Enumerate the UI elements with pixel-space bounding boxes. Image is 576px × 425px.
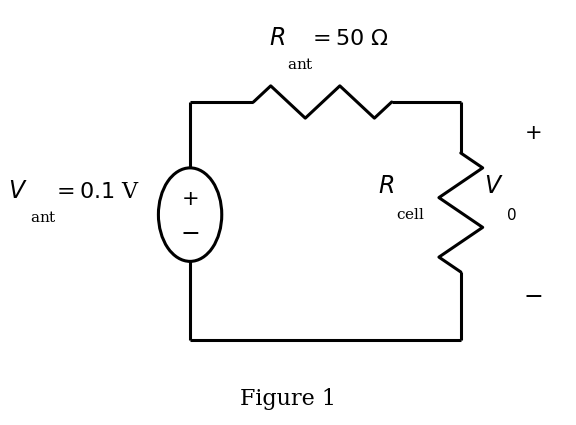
Text: $R$: $R$ <box>269 27 285 50</box>
Text: $\mathregular{ant}$: $\mathregular{ant}$ <box>287 57 314 72</box>
Text: $-$: $-$ <box>180 221 200 244</box>
Text: Figure 1: Figure 1 <box>240 388 336 411</box>
Text: $0$: $0$ <box>506 207 516 223</box>
Text: $\mathregular{ant}$: $\mathregular{ant}$ <box>30 210 57 225</box>
Text: $R$: $R$ <box>378 176 395 198</box>
Text: $+$: $+$ <box>524 125 541 143</box>
Text: $\mathregular{cell}$: $\mathregular{cell}$ <box>396 207 425 221</box>
Text: $= 50\ \Omega$: $= 50\ \Omega$ <box>308 28 389 50</box>
Text: $V$: $V$ <box>8 180 28 203</box>
Text: $+$: $+$ <box>181 190 199 209</box>
Text: $V$: $V$ <box>484 176 504 198</box>
Text: $= 0.1\ \mathregular{V}$: $= 0.1\ \mathregular{V}$ <box>52 181 140 203</box>
Text: $-$: $-$ <box>523 284 543 307</box>
